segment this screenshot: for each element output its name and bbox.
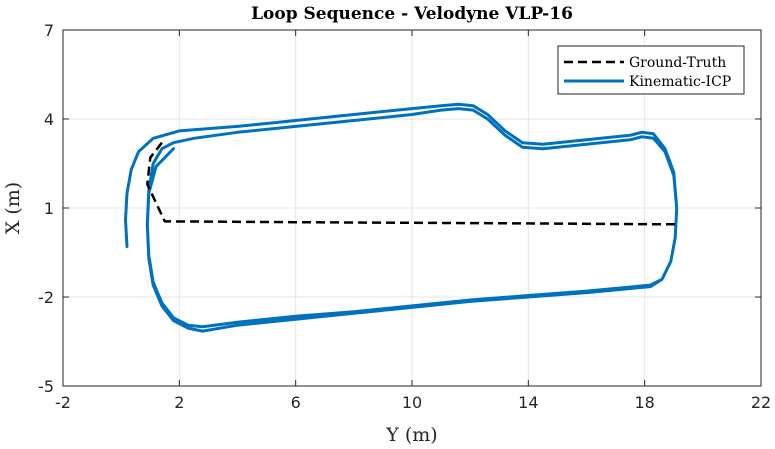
legend: Ground-Truth Kinematic-ICP xyxy=(557,45,745,95)
chart-title: Loop Sequence - Velodyne VLP-16 xyxy=(251,4,573,24)
series-line-kinematic-icp xyxy=(124,102,679,333)
x-tick-label: 6 xyxy=(291,393,301,412)
legend-box xyxy=(557,45,745,95)
x-tick-label: 22 xyxy=(751,393,771,412)
x-tick-label: -2 xyxy=(55,393,71,412)
y-tick-label: -2 xyxy=(38,288,54,307)
y-axis-title: X (m) xyxy=(2,182,24,234)
x-tick-label: 2 xyxy=(174,393,184,412)
x-tick-label: 10 xyxy=(402,393,422,412)
y-tick-label: 4 xyxy=(44,110,54,129)
legend-label-kinematic-icp: Kinematic-ICP xyxy=(629,74,731,90)
y-tick-label: 7 xyxy=(44,21,54,40)
x-axis-title: Y (m) xyxy=(385,424,437,446)
series-line-ground-truth xyxy=(146,141,677,226)
x-tick-label: 18 xyxy=(634,393,654,412)
y-tick-label: 1 xyxy=(44,199,54,218)
series-layer xyxy=(124,102,679,333)
y-tick-label: -5 xyxy=(38,377,54,396)
legend-label-ground-truth: Ground-Truth xyxy=(629,55,726,71)
x-tick-label: 14 xyxy=(518,393,538,412)
